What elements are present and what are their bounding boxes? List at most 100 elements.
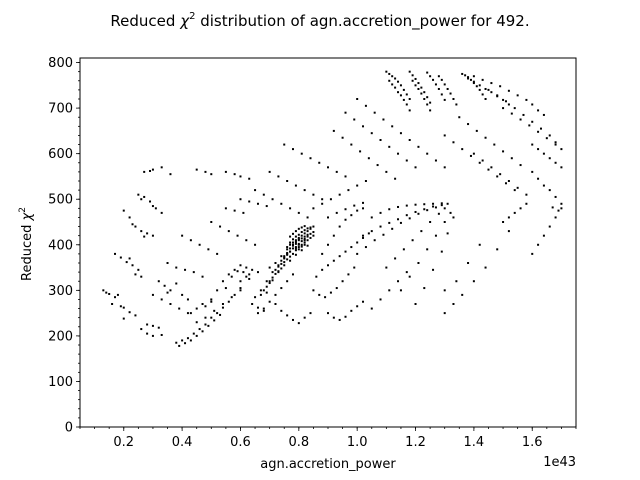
data-point (233, 268, 236, 271)
data-point (554, 195, 557, 198)
data-point (347, 189, 350, 192)
data-point (429, 109, 432, 112)
data-point (291, 241, 294, 244)
data-point (417, 87, 420, 90)
data-point (327, 216, 329, 219)
data-point (175, 341, 178, 344)
data-point (399, 84, 402, 87)
data-point (452, 141, 455, 144)
data-point (426, 96, 429, 99)
data-point (426, 248, 429, 251)
data-point (306, 230, 309, 233)
data-point (204, 305, 207, 308)
data-point (388, 221, 391, 224)
data-point (391, 75, 394, 78)
data-point (137, 193, 140, 196)
data-point (277, 265, 280, 268)
data-point (294, 184, 297, 187)
data-point (277, 264, 280, 267)
data-point (186, 337, 189, 340)
data-point (417, 262, 420, 264)
data-point (224, 287, 227, 290)
data-point (487, 88, 490, 91)
data-point (274, 293, 277, 296)
data-point (542, 152, 545, 155)
data-point (525, 98, 528, 101)
data-point (353, 204, 356, 207)
data-point (385, 170, 388, 173)
data-point (367, 232, 370, 235)
data-point (294, 230, 297, 233)
data-point (306, 216, 309, 219)
y-tick-label: 700 (48, 102, 73, 117)
data-point (303, 241, 306, 244)
data-point (525, 202, 528, 205)
data-point (379, 211, 382, 214)
data-point (332, 316, 335, 319)
data-point (280, 202, 283, 205)
data-point (289, 207, 292, 210)
data-point (338, 193, 341, 196)
y-tick-label: 500 (48, 193, 73, 208)
data-point (131, 223, 134, 226)
data-point (452, 216, 455, 219)
data-point (426, 152, 429, 155)
data-point (449, 211, 452, 214)
data-point (397, 80, 400, 83)
data-point (557, 209, 560, 212)
y-tick-label: 200 (48, 329, 73, 344)
data-point (291, 148, 294, 151)
data-point (192, 332, 195, 335)
data-point (265, 280, 268, 283)
data-point (537, 109, 540, 112)
data-point (452, 98, 455, 100)
data-point (359, 150, 362, 153)
data-point (443, 289, 446, 292)
data-point (513, 107, 516, 110)
data-point (233, 293, 236, 296)
x-tick-label: 1.4 (464, 435, 485, 450)
x-tick-label: 0.2 (113, 435, 134, 450)
data-point (364, 104, 367, 107)
data-point (195, 334, 198, 337)
data-point (265, 205, 268, 208)
data-point (318, 293, 321, 296)
data-point (472, 280, 475, 283)
data-point (443, 134, 446, 137)
data-point (309, 236, 312, 239)
data-point (464, 74, 467, 77)
data-point (239, 264, 242, 267)
y-tick-label: 300 (48, 284, 73, 299)
data-point (210, 300, 213, 303)
data-point (306, 235, 309, 238)
data-point (490, 82, 493, 85)
data-point (405, 93, 408, 96)
data-point (227, 300, 230, 303)
data-point (300, 234, 303, 237)
data-point (219, 313, 222, 316)
data-point (303, 316, 306, 319)
data-point (259, 293, 262, 296)
data-point (496, 248, 499, 251)
data-point (216, 289, 219, 292)
x-axis: 0.2 0.4 0.6 0.8 1.0 1.2 1.4 1.6 (79, 427, 577, 450)
data-point (370, 307, 373, 310)
data-point (429, 101, 432, 104)
data-point (224, 170, 227, 173)
data-point (283, 255, 286, 258)
data-point (297, 227, 300, 230)
data-point (338, 255, 341, 258)
data-point (160, 211, 163, 214)
data-point (443, 221, 446, 223)
x-tick-label: 1.6 (522, 435, 543, 450)
data-point (289, 243, 292, 246)
data-point (204, 323, 207, 326)
data-point (327, 264, 329, 267)
data-point (192, 271, 195, 274)
data-point (399, 132, 402, 135)
data-point (467, 77, 470, 80)
data-point (507, 103, 510, 106)
data-point (382, 118, 385, 121)
data-point (560, 148, 563, 151)
data-point (397, 218, 400, 221)
